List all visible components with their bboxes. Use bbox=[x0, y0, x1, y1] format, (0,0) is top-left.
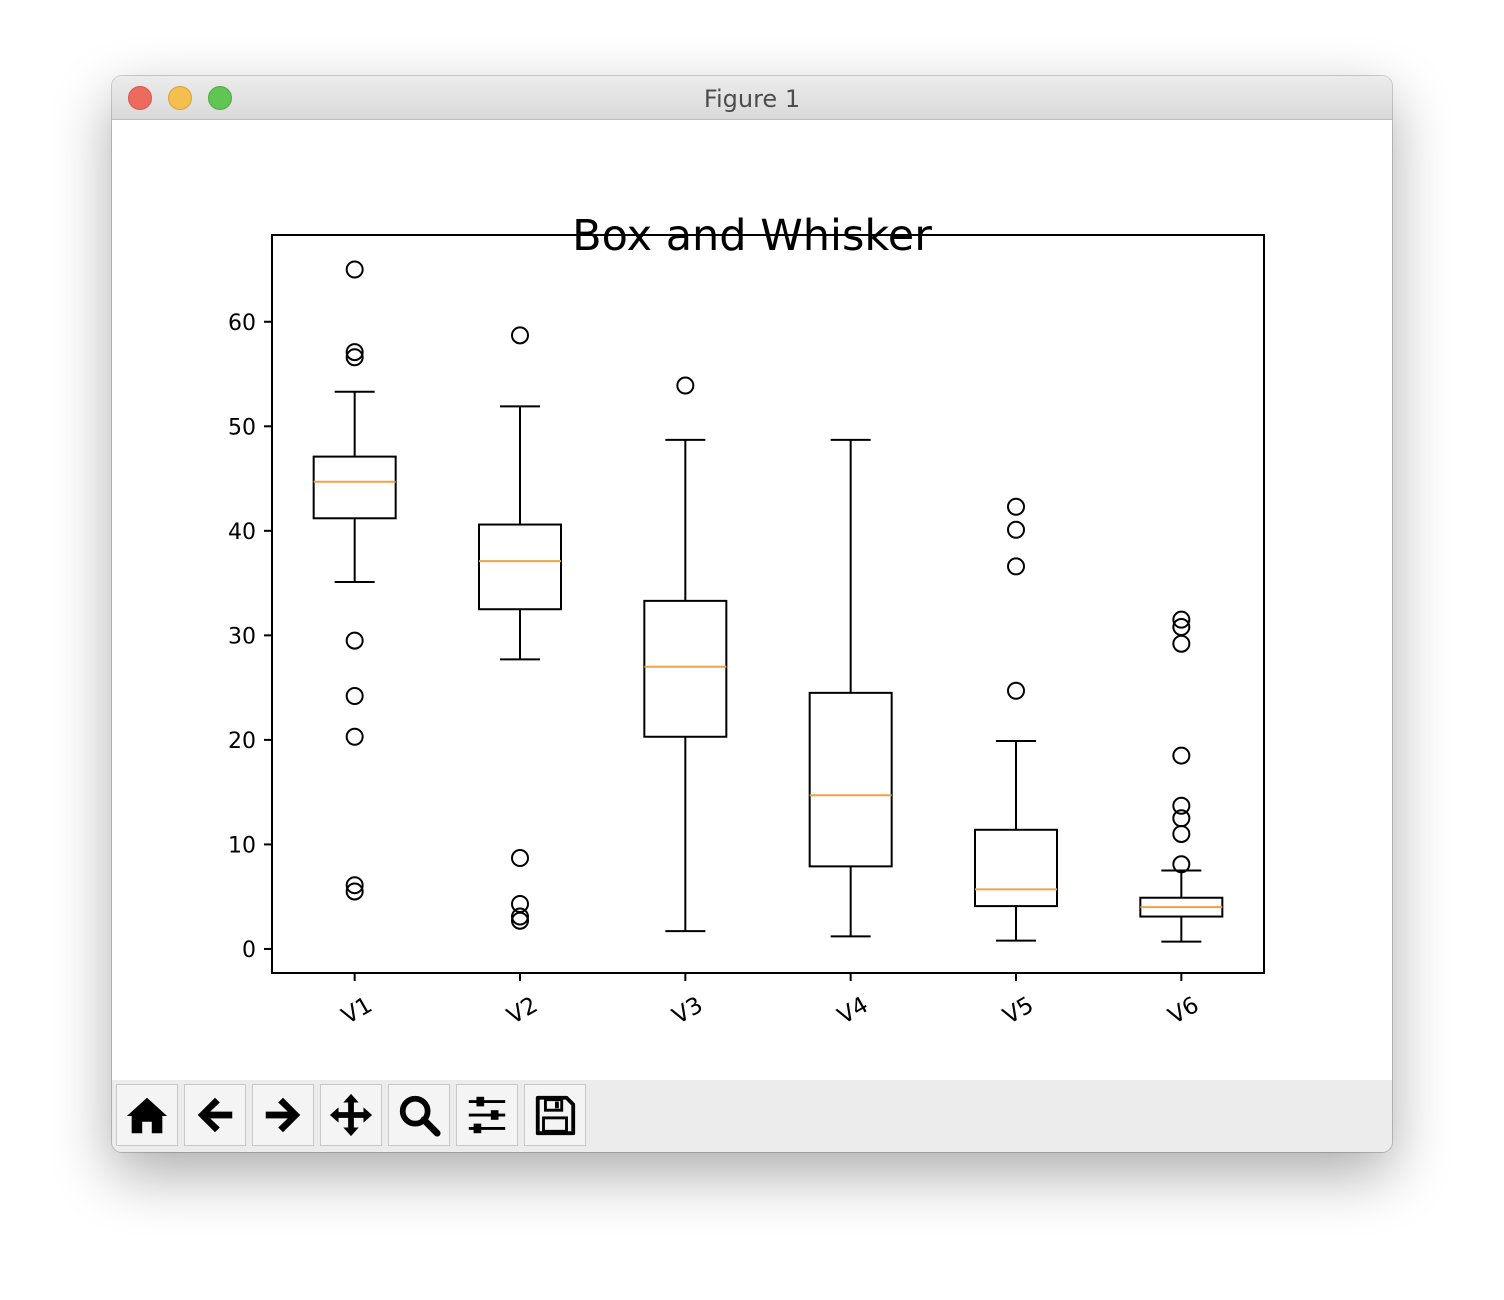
y-tick-label: 20 bbox=[228, 729, 256, 754]
outlier-point bbox=[345, 727, 364, 746]
outlier-point bbox=[511, 907, 529, 926]
y-tick-label: 30 bbox=[228, 624, 256, 649]
floppy-icon bbox=[535, 1095, 576, 1136]
title-bar[interactable]: Figure 1 bbox=[112, 76, 1392, 120]
figure-canvas[interactable]: Box and Whisker 0 10 20 30 40 50 60 V1 V2 V3 V4 V5 V… bbox=[112, 120, 1392, 1080]
x-tick-label: V3 bbox=[668, 992, 707, 1030]
outlier-point bbox=[345, 260, 364, 279]
outlier-point bbox=[676, 376, 695, 395]
y-tick-label: 10 bbox=[228, 833, 256, 858]
move-icon bbox=[329, 1093, 373, 1137]
box bbox=[808, 691, 893, 868]
outlier-point bbox=[345, 343, 364, 362]
outlier-point bbox=[1172, 855, 1191, 874]
zoom-to-rect-button[interactable] bbox=[388, 1084, 450, 1146]
y-tick-label: 60 bbox=[228, 311, 256, 336]
outlier-point bbox=[1007, 520, 1025, 539]
pan-button[interactable] bbox=[320, 1084, 382, 1146]
minimize-button[interactable] bbox=[168, 86, 192, 110]
outlier-point bbox=[1007, 557, 1025, 576]
outlier-point bbox=[511, 849, 529, 868]
outlier-point bbox=[1172, 809, 1191, 828]
arrow-right-icon bbox=[265, 1097, 301, 1133]
outlier-point bbox=[1007, 681, 1025, 700]
x-tick-label: V4 bbox=[834, 992, 873, 1030]
forward-button[interactable] bbox=[252, 1084, 314, 1146]
arrow-left-icon bbox=[197, 1097, 233, 1133]
x-tick-label: V5 bbox=[999, 992, 1038, 1030]
home-button[interactable] bbox=[116, 1084, 178, 1146]
outlier-point bbox=[511, 911, 529, 930]
outlier-point bbox=[511, 326, 529, 345]
configure-subplots-button[interactable] bbox=[456, 1084, 518, 1146]
y-tick-label: 40 bbox=[228, 520, 256, 545]
y-tick-label: 50 bbox=[228, 415, 256, 440]
outlier-point bbox=[345, 631, 364, 650]
box bbox=[974, 828, 1058, 908]
navigation-toolbar bbox=[112, 1080, 1392, 1152]
outlier-point bbox=[1172, 796, 1191, 815]
outlier-point bbox=[345, 348, 364, 367]
outlier-point bbox=[1172, 824, 1191, 843]
outlier-point bbox=[345, 876, 364, 895]
outlier-point bbox=[1172, 610, 1191, 629]
home-icon bbox=[126, 1097, 168, 1134]
figure-window: Figure 1 Box and Whisker 0 10 20 30 40 50 60 V1… bbox=[112, 76, 1392, 1152]
magnifier-icon bbox=[399, 1095, 441, 1137]
outlier-point bbox=[345, 686, 364, 705]
outlier-point bbox=[1172, 634, 1191, 653]
box bbox=[478, 523, 562, 611]
x-tick-label: V1 bbox=[338, 992, 377, 1030]
outlier-point bbox=[1007, 497, 1025, 516]
window-title: Figure 1 bbox=[703, 85, 801, 113]
outlier-point bbox=[345, 882, 364, 901]
outlier-point bbox=[1172, 746, 1191, 765]
x-tick-label: V2 bbox=[503, 992, 542, 1030]
box bbox=[643, 599, 728, 738]
close-button[interactable] bbox=[128, 86, 152, 110]
box bbox=[312, 455, 397, 520]
zoom-window-button[interactable] bbox=[208, 86, 232, 110]
x-tick-label: V6 bbox=[1164, 992, 1203, 1030]
back-button[interactable] bbox=[184, 1084, 246, 1146]
chart-marks: 0 10 20 30 40 50 60 V1 V2 V3 V4 V5 V6 bbox=[228, 260, 1224, 1030]
plot-frame bbox=[271, 234, 1265, 974]
sliders-icon bbox=[468, 1096, 506, 1134]
save-figure-button[interactable] bbox=[524, 1084, 586, 1146]
y-tick-label: 0 bbox=[242, 938, 256, 963]
